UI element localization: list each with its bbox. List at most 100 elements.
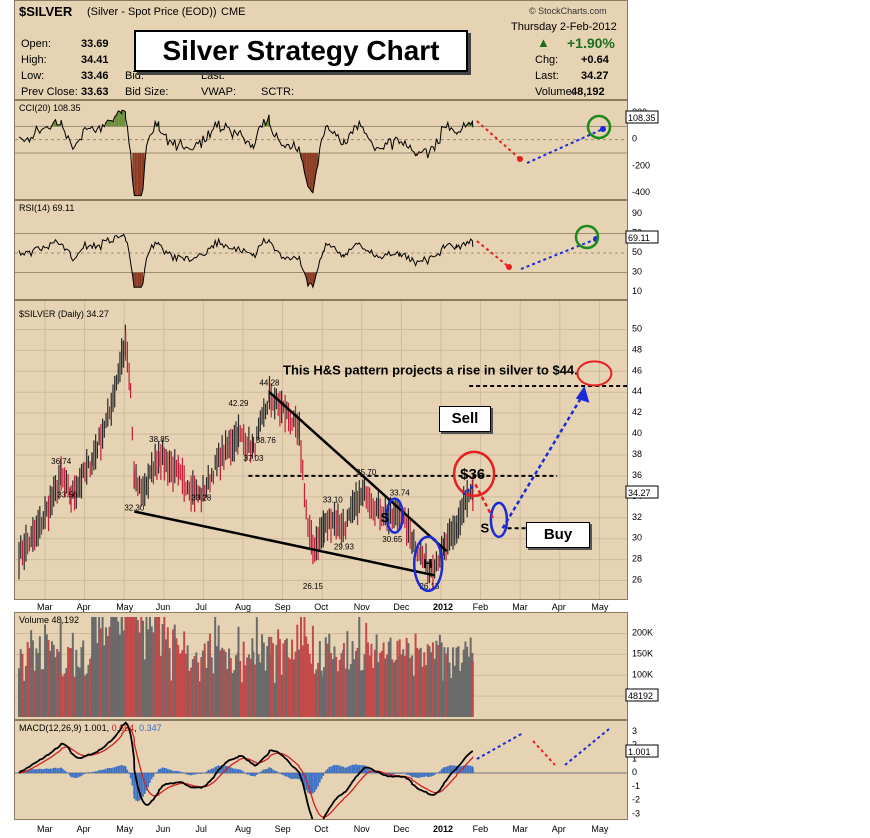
macd-current-value-box [625,744,659,758]
price-axis-label: 28 [632,554,642,564]
projection-arrow [526,128,604,164]
volume-bar [166,627,169,717]
volume-bar [161,624,164,717]
macd-histogram-bar [138,773,141,801]
macd-x-tick: 2012 [433,824,453,834]
volume-bar [172,629,175,717]
macd-histogram-bar [121,765,123,773]
macd-histogram-bar [442,767,445,773]
volume-bar [437,644,440,717]
macd-histogram-bar [277,772,279,773]
volume-bar [268,654,271,717]
quote-low-value: 33.46 [81,70,109,82]
macd-histogram-bar [256,773,258,775]
price-axis-label: 44 [632,386,642,396]
macd-histogram-bar [262,769,265,773]
volume-bar [35,648,38,717]
quote-low-label: Low: [21,70,45,82]
price-data-label: 26.15 [303,582,324,591]
macd-histogram-bar [75,773,78,778]
quote-last-right-value: 34.27 [581,70,609,82]
macd-histogram-bar [93,771,95,773]
overbought-fill [118,110,120,127]
price-data-label: 37.03 [243,454,264,463]
volume-bar [40,669,43,717]
macd-histogram-bar [326,768,329,773]
macd-x-tick: Mar [512,824,528,834]
volume-bar [52,644,55,717]
quote-date: Thursday 2-Feb-2012 [511,21,617,33]
macd-histogram-bar [350,765,352,773]
volume-bar [148,617,151,717]
macd-histogram-bar [249,773,252,776]
volume-bar [67,646,70,717]
macd-histogram-bar [209,769,211,773]
volume-bar [394,659,397,717]
macd-line [18,721,474,819]
volume-bar [24,666,27,717]
macd-histogram-bar [122,765,125,773]
macd-histogram-bar [44,768,46,773]
macd-histogram-bar [416,773,419,778]
macd-histogram-bar [193,773,196,775]
macd-histogram-bar [223,766,225,773]
volume-bar [83,675,86,717]
volume-bar [393,662,396,717]
oscillator-line [18,109,474,197]
target-circle [586,114,612,140]
volume-bar [163,617,166,717]
volume-bar [261,634,264,717]
volume-bar [344,668,347,717]
price-x-tick: Nov [354,602,371,612]
lower-trendline [134,510,435,577]
volume-bar [177,654,180,717]
macd-histogram-bar [231,768,234,773]
volume-bar [296,624,299,717]
volume-bar [113,617,116,717]
oversold-fill [311,153,313,193]
macd-histogram-bar [413,773,415,778]
volume-bar [430,652,433,717]
rsi-current-value-box [625,230,659,244]
macd-histogram-bar [275,771,278,773]
ticker-description: (Silver - Spot Price (EOD)) [87,6,217,18]
macd-histogram-bar [355,764,357,773]
price-data-label: 26.15 [419,582,440,591]
volume-bar [423,652,426,717]
volume-bar [247,654,250,717]
volume-bar [136,619,139,717]
volume-bar [124,617,127,717]
volume-bar [471,661,474,717]
price-data-label: 30.65 [382,535,403,544]
price-data-label: 44.28 [259,378,280,387]
volume-bar [205,667,208,717]
macd-histogram-bar [298,773,301,779]
volume-bar [426,644,429,717]
quote-sctr-label: SCTR: [261,86,294,98]
overbought-fill [109,120,112,127]
rsi-panel: RSI(14) 69.11 [14,200,628,300]
volume-axis-label: 100K [632,669,653,679]
volume-bar [183,631,186,717]
volume-bar [68,648,71,717]
macd-histogram-bar [423,773,426,777]
volume-bar [173,624,176,717]
macd-x-tick: Oct [314,824,329,834]
volume-bar [26,641,29,717]
price-axis-label: 30 [632,533,642,543]
volume-bar [308,653,311,717]
price-x-tick: Mar [37,602,53,612]
volume-bar [179,653,182,717]
volume-bar [328,633,331,717]
rsi-axis-label: 90 [632,208,642,218]
macd-histogram-bar [468,765,470,773]
cci-axis-label: -400 [632,187,650,197]
volume-bar [228,648,231,717]
volume-bar [466,646,469,717]
volume-bar [105,627,108,717]
volume-bar [320,670,323,717]
price-x-tick: Aug [235,602,251,612]
volume-bar [311,625,314,717]
volume-bar [188,670,191,717]
volume-bar [323,667,326,717]
